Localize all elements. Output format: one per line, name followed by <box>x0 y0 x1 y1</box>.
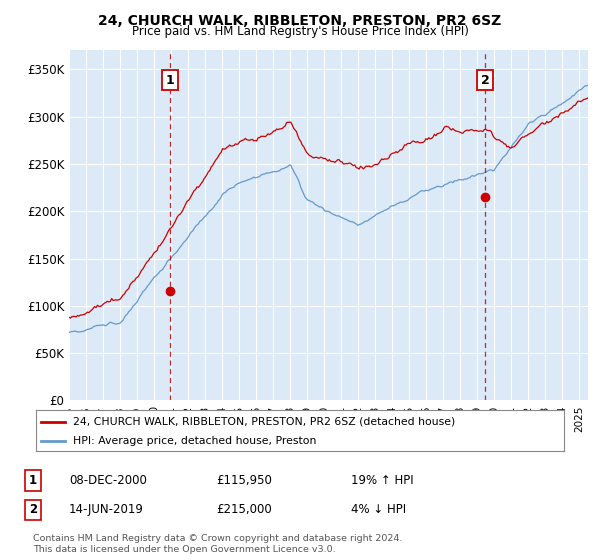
Text: HPI: Average price, detached house, Preston: HPI: Average price, detached house, Pres… <box>73 436 316 446</box>
Text: 2: 2 <box>29 503 37 516</box>
Text: 2: 2 <box>481 74 490 87</box>
Text: 24, CHURCH WALK, RIBBLETON, PRESTON, PR2 6SZ: 24, CHURCH WALK, RIBBLETON, PRESTON, PR2… <box>98 14 502 28</box>
Text: Price paid vs. HM Land Registry's House Price Index (HPI): Price paid vs. HM Land Registry's House … <box>131 25 469 38</box>
Text: 14-JUN-2019: 14-JUN-2019 <box>69 503 144 516</box>
Text: 1: 1 <box>166 74 174 87</box>
Text: 19% ↑ HPI: 19% ↑ HPI <box>351 474 413 487</box>
Text: £215,000: £215,000 <box>216 503 272 516</box>
Text: 4% ↓ HPI: 4% ↓ HPI <box>351 503 406 516</box>
Text: This data is licensed under the Open Government Licence v3.0.: This data is licensed under the Open Gov… <box>33 545 335 554</box>
Text: 08-DEC-2000: 08-DEC-2000 <box>69 474 147 487</box>
Text: £115,950: £115,950 <box>216 474 272 487</box>
Text: 24, CHURCH WALK, RIBBLETON, PRESTON, PR2 6SZ (detached house): 24, CHURCH WALK, RIBBLETON, PRESTON, PR2… <box>73 417 455 427</box>
Text: 1: 1 <box>29 474 37 487</box>
Text: Contains HM Land Registry data © Crown copyright and database right 2024.: Contains HM Land Registry data © Crown c… <box>33 534 403 543</box>
